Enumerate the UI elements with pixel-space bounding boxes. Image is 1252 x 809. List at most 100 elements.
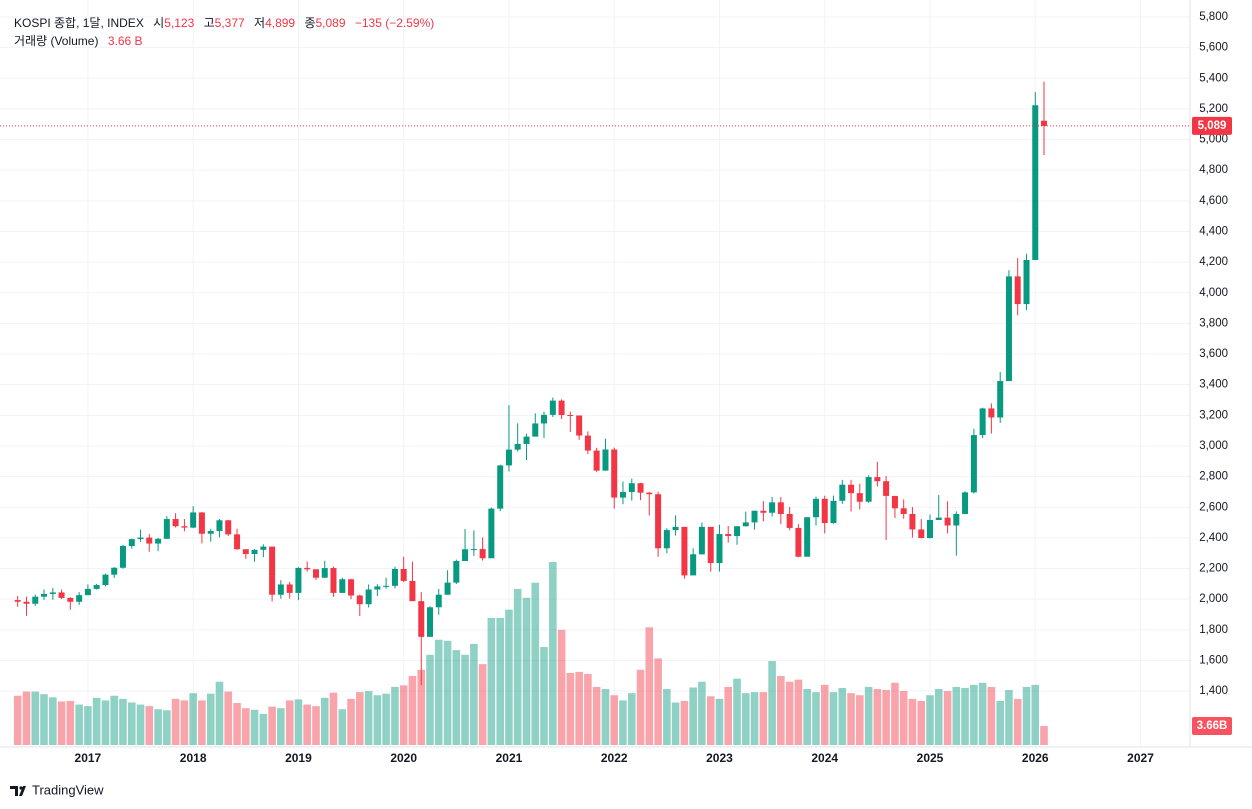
volume-bar <box>733 678 741 745</box>
y-tick-label: 2,800 <box>1199 471 1228 483</box>
volume-bar <box>820 684 829 745</box>
volume-value: 3.66 B <box>108 34 143 48</box>
candle-body <box>198 512 205 534</box>
volume-bar <box>399 685 408 745</box>
candle-body <box>681 526 688 576</box>
candle-body <box>137 537 144 540</box>
candle-body <box>84 588 91 596</box>
candle-body <box>93 585 100 589</box>
x-tick-label: 2017 <box>75 751 102 765</box>
legend-ohlc: KOSPI 종합, 1달, INDEX 시5,123 고5,377 저4,899… <box>14 16 434 30</box>
candle-body <box>444 582 451 595</box>
volume-bar <box>549 562 557 745</box>
volume-bar <box>66 700 75 745</box>
y-tick-label: 4,600 <box>1199 195 1228 207</box>
volume-bar <box>382 693 390 745</box>
candle-body <box>734 526 741 537</box>
volume-bar <box>206 693 215 745</box>
candle-body <box>970 435 977 493</box>
volume-bar <box>750 692 759 745</box>
volume-bar <box>645 627 654 745</box>
candle-body <box>251 549 258 554</box>
volume-bar <box>803 689 811 745</box>
candle-body <box>330 568 337 593</box>
volume-bar <box>241 708 250 745</box>
volume-bar <box>917 700 926 745</box>
candle-body <box>821 498 828 524</box>
candle-body <box>655 494 662 549</box>
candle-body <box>462 549 469 562</box>
x-tick-label: 2025 <box>917 751 944 765</box>
volume-bar <box>145 706 154 745</box>
volume-bar <box>505 609 513 745</box>
candle-body <box>427 607 433 637</box>
volume-bar <box>610 695 619 745</box>
last-price-label: 5,089 <box>1198 120 1227 132</box>
candle-body <box>374 586 381 590</box>
y-tick-label: 4,800 <box>1199 164 1228 176</box>
volume-bar <box>663 689 671 745</box>
volume-bar <box>847 693 855 745</box>
volume-bar <box>136 704 145 745</box>
legend-volume: 거래량 (Volume) 3.66 B <box>14 34 143 48</box>
volume-bar <box>671 702 680 745</box>
candle-body <box>716 534 723 564</box>
volume-bar <box>84 706 92 745</box>
candle-body <box>260 546 267 550</box>
candle-body <box>216 520 223 531</box>
candle-body <box>102 574 109 586</box>
candle-body <box>848 484 855 494</box>
y-tick-label: 4,200 <box>1199 256 1228 268</box>
candle-body <box>830 500 837 524</box>
candle-body <box>611 449 618 498</box>
candle-body <box>286 584 293 593</box>
candle-body <box>549 400 556 415</box>
y-tick-label: 3,000 <box>1199 440 1228 452</box>
volume-bar <box>347 698 355 745</box>
volume-bar <box>233 703 241 745</box>
candle-body <box>1005 276 1012 382</box>
candle-body <box>891 495 898 509</box>
candle-body <box>383 585 390 587</box>
candle-body <box>725 534 732 537</box>
volume-tag-label: 3.66B <box>1197 720 1228 732</box>
volume-bar <box>285 700 294 745</box>
open-label: 시 <box>153 16 164 30</box>
candle-body <box>813 498 819 518</box>
y-tick-label: 1,600 <box>1199 654 1228 666</box>
y-tick-label: 5,600 <box>1199 42 1228 54</box>
axes: 1,400 1,600 1,800 2,000 2,200 2,400 2,600 2,800… <box>0 11 1232 765</box>
candle-body <box>277 584 284 595</box>
change: −135 (−2.59%) <box>355 16 434 30</box>
volume-bar <box>364 691 373 745</box>
volume-bar <box>496 617 505 745</box>
volume-tag <box>1192 717 1232 736</box>
y-tick-label: 2,600 <box>1199 501 1228 513</box>
candles <box>14 81 1047 686</box>
volume-bar <box>154 709 162 745</box>
candle-body <box>41 593 47 597</box>
volume-bar <box>952 686 961 745</box>
x-tick-label: 2018 <box>180 751 207 765</box>
volume-bar <box>698 681 706 745</box>
candle-body <box>628 483 635 493</box>
candle-body <box>269 546 276 595</box>
candle-body <box>944 517 951 526</box>
candle-body <box>1041 120 1047 126</box>
volume-bar <box>22 691 31 745</box>
candle-body <box>979 408 986 436</box>
volume-bar <box>417 669 426 745</box>
candle-body <box>348 579 355 596</box>
x-tick-label: 2026 <box>1022 751 1049 765</box>
y-tick-label: 3,400 <box>1199 379 1228 391</box>
candle-body <box>242 549 249 554</box>
volume-bar <box>531 582 540 745</box>
volume-bar <box>434 639 443 745</box>
candle-body <box>111 567 118 575</box>
candle-body <box>962 492 969 514</box>
y-tick-label: 1,800 <box>1199 624 1228 636</box>
x-tick-label: 2023 <box>706 751 733 765</box>
volume-bar <box>961 687 969 745</box>
candle-body <box>927 519 933 539</box>
